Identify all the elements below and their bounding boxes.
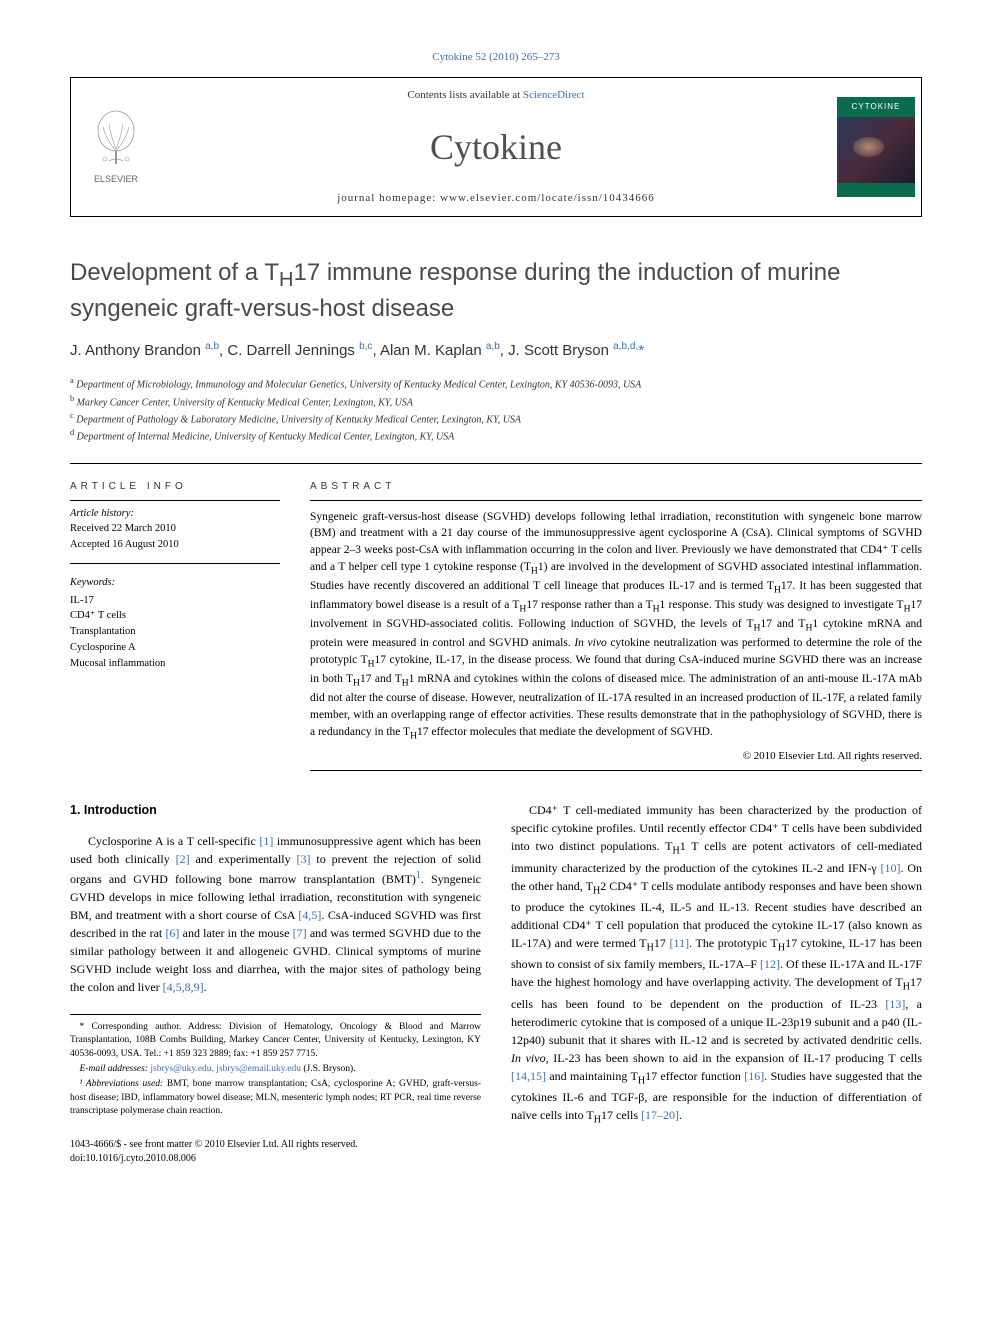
paragraph: CD4⁺ T cell-mediated immunity has been c… (511, 801, 922, 1127)
citation: Cytokine 52 (2010) 265–273 (70, 50, 922, 65)
abstract: ABSTRACT Syngeneic graft-versus-host dis… (310, 480, 922, 772)
abstract-copyright: © 2010 Elsevier Ltd. All rights reserved… (310, 749, 922, 764)
contents-available: Contents lists available at ScienceDirec… (181, 88, 811, 103)
email-link[interactable]: jsbrys@uky.edu, jsbrys@email.uky.edu (150, 1064, 301, 1074)
cover-thumbnail: CYTOKINE (831, 78, 921, 216)
article-info: ARTICLE INFO Article history: Received 2… (70, 480, 280, 772)
keyword: Transplantation (70, 624, 280, 640)
sciencedirect-link[interactable]: ScienceDirect (523, 89, 585, 101)
section-heading: 1. Introduction (70, 801, 481, 820)
keyword: CD4⁺ T cells (70, 608, 280, 624)
author-list: J. Anthony Brandon a,b, C. Darrell Jenni… (70, 340, 922, 361)
right-column: CD4⁺ T cell-mediated immunity has been c… (511, 801, 922, 1166)
article-info-heading: ARTICLE INFO (70, 480, 280, 494)
abstract-heading: ABSTRACT (310, 480, 922, 494)
author: Alan M. Kaplan a,b (380, 342, 500, 359)
body-text: 1. Introduction Cyclosporine A is a T ce… (70, 801, 922, 1166)
journal-header: ELSEVIER Contents lists available at Sci… (70, 77, 922, 217)
doi: doi:10.1016/j.cyto.2010.08.006 (70, 1152, 481, 1166)
article-title: Development of a TH17 immune response du… (70, 257, 922, 324)
elsevier-logo: ELSEVIER (71, 78, 161, 216)
author: J. Anthony Brandon a,b (70, 342, 219, 359)
author: C. Darrell Jennings b,c (227, 342, 372, 359)
history-label: Article history: (70, 507, 280, 522)
author: J. Scott Bryson a,b,d,* (508, 342, 644, 359)
affiliations: a Department of Microbiology, Immunology… (70, 375, 922, 444)
issn-line: 1043-4666/$ - see front matter © 2010 El… (70, 1138, 481, 1152)
journal-homepage: journal homepage: www.elsevier.com/locat… (181, 191, 811, 206)
elsevier-tree-icon (91, 109, 141, 169)
left-column: 1. Introduction Cyclosporine A is a T ce… (70, 801, 481, 1166)
keyword: Mucosal inflammation (70, 656, 280, 672)
cover-label: CYTOKINE (837, 97, 915, 117)
journal-name: Cytokine (181, 122, 811, 172)
footnotes: * Corresponding author. Address: Divisio… (70, 1014, 481, 1118)
accepted-date: Accepted 16 August 2010 (70, 537, 280, 553)
abstract-text: Syngeneic graft-versus-host disease (SGV… (310, 509, 922, 743)
cover-art (837, 117, 915, 183)
keyword: IL-17 (70, 593, 280, 609)
keywords-label: Keywords: (70, 576, 280, 591)
publisher-name: ELSEVIER (94, 173, 138, 186)
keyword: Cyclosporine A (70, 640, 280, 656)
bottom-metadata: 1043-4666/$ - see front matter © 2010 El… (70, 1138, 481, 1166)
received-date: Received 22 March 2010 (70, 521, 280, 537)
paragraph: Cyclosporine A is a T cell-specific [1] … (70, 832, 481, 996)
